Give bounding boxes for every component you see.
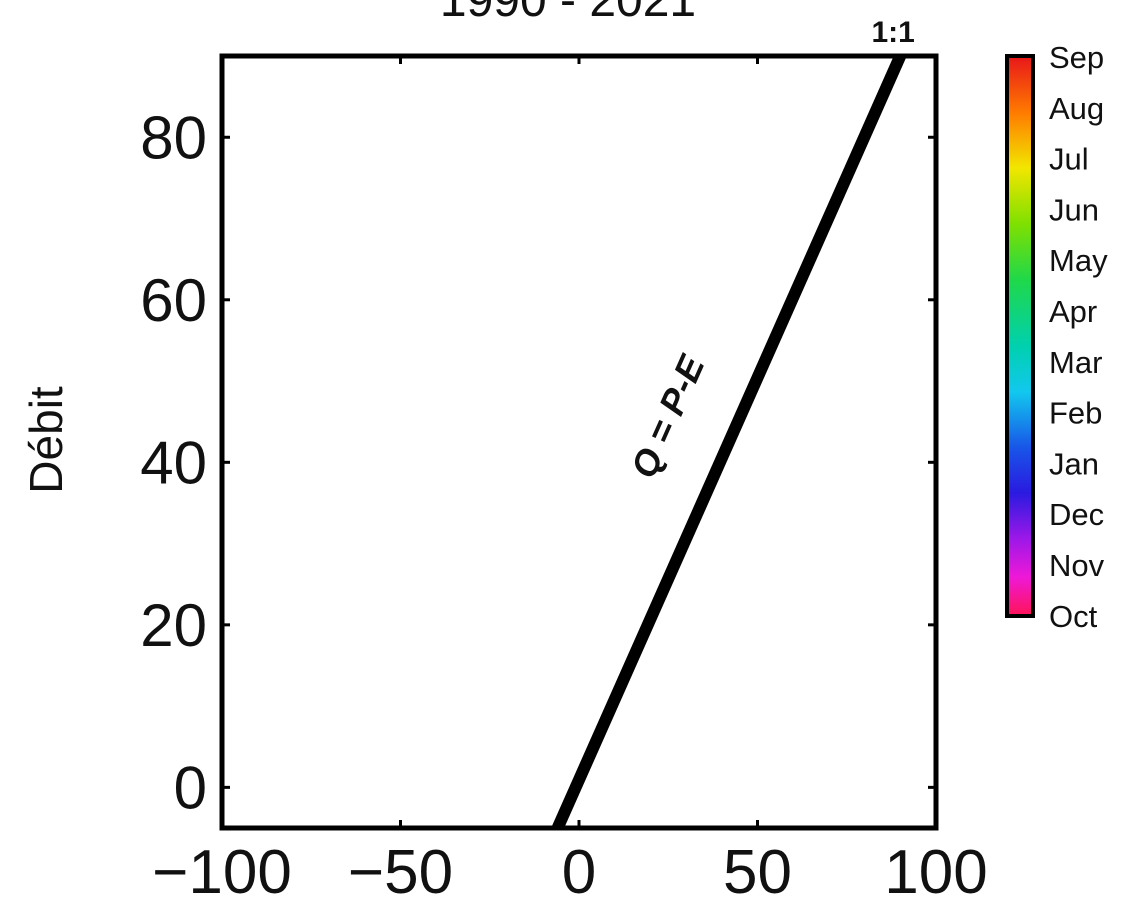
colorbar-label-apr: Apr bbox=[1049, 294, 1097, 329]
annotation-line-label: Q = P-E bbox=[623, 348, 713, 483]
colorbar-label-nov: Nov bbox=[1049, 548, 1105, 583]
x-tick-label: 50 bbox=[723, 838, 792, 903]
annotation-1-to-1: 1:1 bbox=[871, 16, 914, 49]
plot-frame bbox=[219, 53, 939, 831]
colorbar-label-may: May bbox=[1049, 243, 1108, 278]
colorbar-label-jun: Jun bbox=[1049, 192, 1099, 227]
colorbar-label-jan: Jan bbox=[1049, 446, 1099, 481]
colorbar-label-mar: Mar bbox=[1049, 345, 1102, 380]
colorbar-label-sep: Sep bbox=[1049, 40, 1104, 75]
x-tick-label: 100 bbox=[884, 838, 987, 903]
colorbar-label-dec: Dec bbox=[1049, 497, 1104, 532]
y-tick-label: 20 bbox=[140, 592, 207, 659]
y-tick-label: 80 bbox=[140, 104, 207, 171]
series-line-0 bbox=[552, 56, 906, 828]
x-tick-label: −100 bbox=[152, 838, 292, 903]
x-tick-label: 0 bbox=[562, 838, 596, 903]
y-axis-label: Débit bbox=[20, 386, 72, 494]
colorbar-label-jul: Jul bbox=[1049, 142, 1089, 177]
colorbar-label-oct: Oct bbox=[1049, 599, 1098, 634]
chart-title: 1990 - 2021 bbox=[440, 0, 696, 27]
colorbar-label-aug: Aug bbox=[1049, 91, 1104, 126]
colorbar bbox=[1005, 54, 1035, 618]
x-tick-label: −50 bbox=[348, 838, 453, 903]
y-tick-label: 60 bbox=[140, 267, 207, 334]
y-tick-label: 40 bbox=[140, 429, 207, 496]
y-tick-label: 0 bbox=[174, 754, 207, 821]
colorbar-label-feb: Feb bbox=[1049, 396, 1102, 431]
